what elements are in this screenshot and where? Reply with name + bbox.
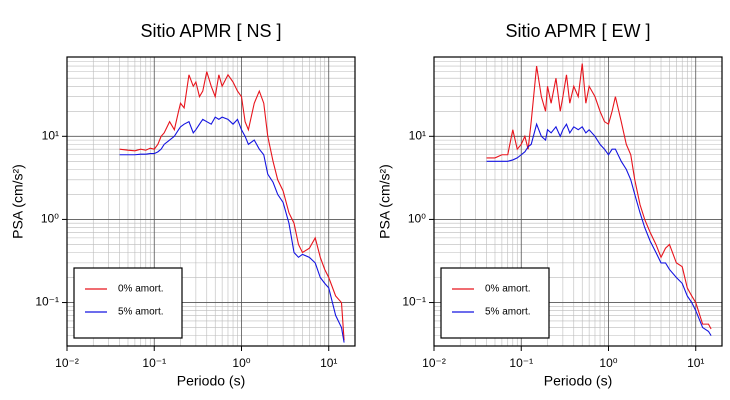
x-tick-label: 10⁻² xyxy=(422,356,446,370)
x-tick-label: 10⁻² xyxy=(55,356,79,370)
y-tick-label: 10⁻¹ xyxy=(35,295,59,309)
legend-box xyxy=(73,267,183,339)
plot-frame xyxy=(433,56,723,347)
x-tick-label: 10¹ xyxy=(320,356,337,370)
x-axis-label: Periodo (s) xyxy=(177,373,245,389)
y-tick-label: 10¹ xyxy=(42,128,59,142)
series-line xyxy=(486,122,712,336)
y-tick-label: 10⁰ xyxy=(41,212,59,226)
legend-box xyxy=(440,267,550,339)
x-tick-label: 10⁰ xyxy=(232,356,250,370)
chart-title: Sitio APMR [ NS ] xyxy=(140,21,281,41)
x-tick-label: 10⁻¹ xyxy=(142,356,166,370)
y-tick-label: 10⁰ xyxy=(408,212,426,226)
y-tick-label: 10¹ xyxy=(409,128,426,142)
x-axis-label: Periodo (s) xyxy=(544,373,612,389)
x-tick-label: 10¹ xyxy=(687,356,704,370)
plot-frame xyxy=(66,56,356,347)
y-axis-label: PSA (cm/s²) xyxy=(377,164,393,239)
legend-label: 0% amort. xyxy=(485,284,531,295)
legend-label: 5% amort. xyxy=(118,307,164,318)
legend-label: 5% amort. xyxy=(485,307,531,318)
panel: Sitio APMR [ EW ] 10⁻² 10⁻¹ 10⁰ 10¹ 10⁻¹ 10⁰ 10… xyxy=(377,21,723,389)
legend-label: 0% amort. xyxy=(118,284,164,295)
series-line xyxy=(119,71,345,341)
series-line xyxy=(119,116,345,343)
y-axis-label: PSA (cm/s²) xyxy=(10,164,26,239)
series-line xyxy=(486,63,712,330)
x-tick-label: 10⁰ xyxy=(599,356,617,370)
y-tick-label: 10⁻¹ xyxy=(402,295,426,309)
chart-title: Sitio APMR [ EW ] xyxy=(505,21,650,41)
panel: Sitio APMR [ NS ] 10⁻² 10⁻¹ 10⁰ 10¹ 10⁻¹ 10⁰ 10… xyxy=(10,21,356,389)
x-tick-label: 10⁻¹ xyxy=(509,356,533,370)
